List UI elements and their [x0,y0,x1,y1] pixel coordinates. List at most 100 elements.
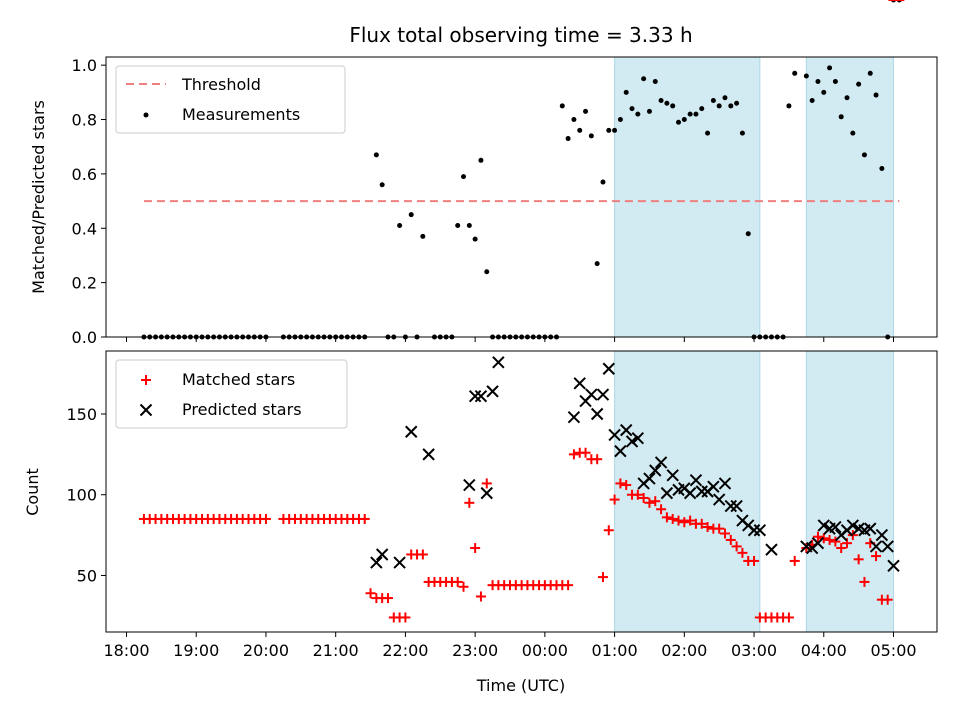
matched-star-point [475,591,486,602]
predicted-star-point [695,485,708,498]
matched-star-point [481,478,492,489]
measurement-point [803,73,809,79]
ratio-panel-frame [105,56,938,338]
predicted-star-point [393,556,406,569]
measurement-point [594,261,600,267]
predicted-star-point [474,390,488,403]
measurement-point [850,130,856,136]
matched-star-point [696,518,707,529]
matched-star-point [685,515,696,526]
measurement-point [693,111,699,117]
measurement-point [710,97,716,103]
x-tick-label: 04:00 [801,641,847,660]
matched-star-point [464,497,475,508]
predicted-star-points [370,356,900,572]
matched-star-point [824,534,835,545]
matched-star-point [260,513,271,524]
measurement-point [559,103,565,109]
measurement-point [815,78,821,84]
matched-star-point [417,549,428,560]
measurement-point [565,136,571,142]
measurement-point [832,78,838,84]
measurement-point [681,117,687,123]
measurement-point [716,103,722,109]
ratio-legend: Threshold Measurements [115,65,346,134]
matched-star-point [882,594,893,605]
measurement-point [664,100,670,106]
measurement-point [827,65,833,71]
predicted-star-point [643,472,656,485]
y-tick-label: 50 [77,566,97,585]
matched-star-point [749,555,760,566]
predicted-star-point [620,423,633,437]
measurement-point [373,152,379,158]
measurement-point [658,97,664,103]
matched-star-points [138,0,905,623]
y-tick-label: 0.8 [72,111,97,130]
measurement-point [629,106,635,112]
matched-star-point [621,480,632,491]
predicted-star-point [887,559,900,572]
predicted-star-point [864,522,877,535]
predicted-star-point [666,469,679,482]
x-tick-label: 21:00 [313,641,359,660]
predicted-star-point [614,444,627,458]
ratio-y-ticks: 0.0 0.2 0.4 0.6 0.8 1.0 [72,56,106,347]
x-tick-label: 01:00 [592,641,638,660]
y-tick-label: 100 [66,486,97,505]
measurement-point [484,269,490,275]
count-legend: Matched stars Predicted stars [115,359,348,429]
matched-star-point [871,551,882,562]
x-tick-label: 22:00 [382,641,428,660]
legend-predicted-swatch [139,403,153,417]
matched-star-point [638,492,649,503]
measurement-point [478,157,484,163]
predicted-star-point [463,478,476,492]
matched-star-point [714,523,725,534]
y-tick-label: 150 [66,405,97,424]
matched-star-point [812,531,823,542]
predicted-star-point [660,486,674,500]
predicted-star-point [817,519,830,532]
measurement-point [734,100,740,106]
matched-star-point [801,543,812,554]
measurement-point [821,89,827,95]
matched-star-point [563,580,574,591]
measurement-point [676,119,682,125]
x-axis-label: Time (UTC) [476,676,565,695]
observing-shade-0 [614,56,761,338]
matched-star-point [603,525,614,536]
measurement-point [635,111,641,117]
predicted-star-point [846,519,860,532]
legend-predicted-label: Predicted stars [182,400,302,419]
measurement-point [786,103,792,109]
measurement-point [623,89,629,95]
matched-star-point [470,543,481,554]
y-tick-label: 0.2 [72,274,97,293]
predicted-star-point [375,548,389,561]
predicted-star-point [881,540,894,553]
matched-star-point [830,536,841,547]
predicted-star-point [608,428,621,442]
measurement-point [838,114,844,120]
matched-star-point [452,576,463,587]
predicted-star-point [869,540,883,553]
measurement-point [408,212,414,218]
predicted-star-point [683,486,697,500]
matched-star-point [400,612,411,623]
measurement-point [571,117,577,123]
measurement-point [699,106,705,112]
predicted-star-point [573,377,586,390]
x-tick-label: 19:00 [173,641,219,660]
matched-star-point [661,512,672,523]
matched-star-point [719,528,730,539]
y-tick-label: 0.6 [72,165,97,184]
predicted-star-point [596,388,610,401]
predicted-star-point [712,493,726,506]
measurement-point [856,81,862,87]
predicted-star-point [625,435,639,448]
measurement-point [641,76,647,82]
predicted-star-point [602,362,615,375]
matched-star-point [656,504,667,515]
predicted-star-point [753,524,767,537]
